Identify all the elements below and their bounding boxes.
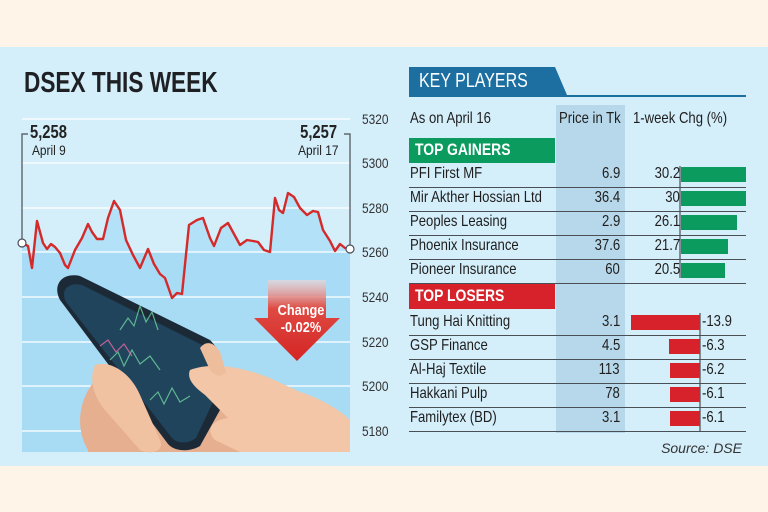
change-value: 21.7 <box>654 237 680 254</box>
change-column-header: 1-week Chg (%) <box>633 110 728 127</box>
source-note: Source: DSE <box>661 440 742 456</box>
y-tick: 5300 <box>362 155 389 171</box>
phone-hands-illustration <box>57 275 350 453</box>
change-value: -6.3 <box>702 337 725 354</box>
loser-bar <box>631 315 700 330</box>
company-name: Tung Hai Knitting <box>410 313 511 330</box>
company-name: Phoenix Insurance <box>410 237 519 254</box>
company-name: Al-Haj Textile <box>410 361 487 378</box>
price: 3.1 <box>601 313 620 330</box>
gainer-bar <box>681 263 725 278</box>
company-name: Hakkani Pulp <box>410 385 488 402</box>
price-column-band <box>556 105 625 433</box>
change-value: -0.02% <box>280 319 322 336</box>
change-value: -13.9 <box>702 313 732 330</box>
price: 78 <box>605 385 620 402</box>
key-players-header: KEY PLAYERS <box>409 67 569 95</box>
gainer-row: Phoenix Insurance 37.6 21.7 <box>409 235 746 260</box>
top-gainers-header: TOP GAINERS <box>409 138 555 162</box>
change-value: -6.1 <box>702 385 725 402</box>
y-tick: 5240 <box>362 289 389 305</box>
price: 6.9 <box>601 165 620 182</box>
company-name: GSP Finance <box>410 337 488 354</box>
loser-row: Hakkani Pulp 78 -6.1 <box>409 383 746 408</box>
change-value: 30.2 <box>654 165 680 182</box>
end-date: April 17 <box>297 142 338 158</box>
gainer-bar <box>681 167 746 182</box>
gainer-bar <box>681 191 746 206</box>
price: 4.5 <box>601 337 620 354</box>
price: 60 <box>605 261 620 278</box>
loser-row: Tung Hai Knitting 3.1 -13.9 <box>409 311 746 336</box>
gainer-bar <box>681 215 737 230</box>
loser-bar <box>670 363 700 378</box>
y-tick: 5220 <box>362 334 389 350</box>
company-name: Peoples Leasing <box>410 213 508 230</box>
gainer-bar <box>681 239 728 254</box>
start-point-marker <box>17 238 27 248</box>
price: 37.6 <box>594 237 620 254</box>
company-name: PFI First MF <box>410 165 483 182</box>
top-gainers-band <box>409 138 555 163</box>
y-tick: 5260 <box>362 244 389 260</box>
y-tick: 5280 <box>362 200 389 216</box>
loser-bar <box>669 339 700 354</box>
chart-title: DSEX THIS WEEK <box>24 67 218 99</box>
key-players-tab <box>409 67 567 95</box>
price: 3.1 <box>601 409 620 426</box>
change-badge: Change -0.02% <box>263 302 340 336</box>
y-tick: 5200 <box>362 378 389 394</box>
company-name: Familytex (BD) <box>410 409 497 426</box>
change-value: -6.2 <box>702 361 725 378</box>
top-gainers-title: TOP GAINERS <box>415 140 511 159</box>
company-name: Pioneer Insurance <box>410 261 517 278</box>
price: 2.9 <box>601 213 620 230</box>
header-underline <box>409 95 746 97</box>
gainer-row: PFI First MF 6.9 30.2 <box>409 163 746 188</box>
loser-row: GSP Finance 4.5 -6.3 <box>409 335 746 360</box>
change-value: 20.5 <box>654 261 680 278</box>
price: 36.4 <box>594 189 620 206</box>
loser-bar <box>670 411 700 426</box>
change-label: Change <box>277 302 325 319</box>
start-value: 5,258 <box>30 122 67 142</box>
key-players-title: KEY PLAYERS <box>419 70 528 92</box>
annotation-brackets <box>21 133 351 249</box>
top-losers-band <box>409 284 555 309</box>
top-losers-header: TOP LOSERS <box>409 284 555 308</box>
company-name: Mir Akther Hossian Ltd <box>410 189 542 206</box>
gainer-row: Pioneer Insurance 60 20.5 <box>409 259 746 284</box>
loser-bar <box>670 387 700 402</box>
y-tick: 5320 <box>362 111 389 127</box>
dsex-line <box>21 191 351 300</box>
start-date: April 9 <box>32 142 66 158</box>
change-value: 26.1 <box>654 213 680 230</box>
change-value: 30 <box>665 189 680 206</box>
end-point-marker <box>345 244 355 254</box>
change-value: -6.1 <box>702 409 725 426</box>
as-on-date: As on April 16 <box>410 110 491 127</box>
loser-row: Familytex (BD) 3.1 -6.1 <box>409 407 746 432</box>
y-tick: 5180 <box>362 423 389 439</box>
down-arrow-icon <box>254 280 340 361</box>
price-column-header: Price in Tk <box>559 110 621 127</box>
top-losers-title: TOP LOSERS <box>415 286 505 305</box>
price: 113 <box>599 361 620 378</box>
end-value: 5,257 <box>300 122 337 142</box>
gainer-row: Peoples Leasing 2.9 26.1 <box>409 211 746 236</box>
gainer-row: Mir Akther Hossian Ltd 36.4 30 <box>409 187 746 212</box>
loser-row: Al-Haj Textile 113 -6.2 <box>409 359 746 384</box>
